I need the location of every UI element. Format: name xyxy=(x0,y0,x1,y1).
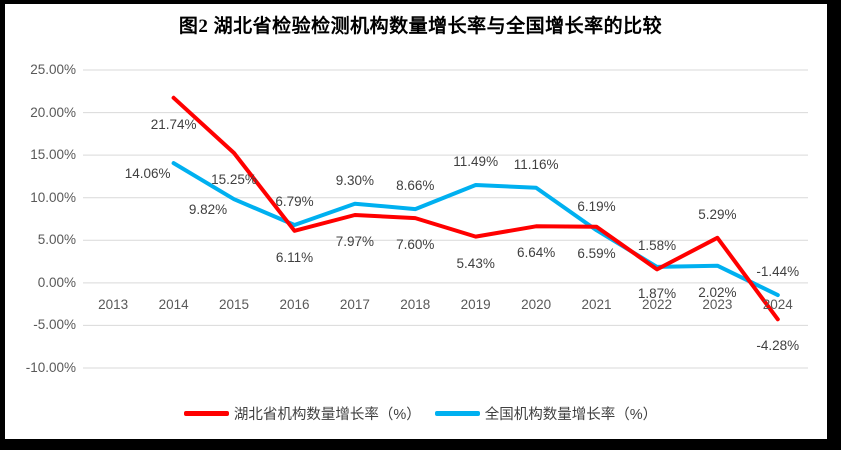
frame-border-bottom xyxy=(0,439,841,450)
data-label-national-2015: 9.82% xyxy=(188,202,228,218)
data-label-national-2017: 9.30% xyxy=(335,172,375,188)
data-label-national-2019: 11.49% xyxy=(453,154,499,169)
data-label-national-2022: 1.87% xyxy=(637,285,677,301)
x-axis-year-label: 2022 xyxy=(641,297,673,312)
x-axis-year-label: 2021 xyxy=(581,297,612,312)
y-axis-tick-label: 5.00% xyxy=(37,232,76,248)
y-axis-tick-label: 25.00% xyxy=(30,62,76,77)
x-axis-year-label: 2018 xyxy=(400,297,431,312)
data-label-hubei-2023: 5.29% xyxy=(698,206,737,222)
data-label-hubei-2020: 6.64% xyxy=(516,245,556,261)
x-axis-year-label: 2020 xyxy=(521,297,552,312)
chart-title: 图2 湖北省检验检测机构数量增长率与全国增长率的比较 xyxy=(178,16,663,37)
series-line-hubei xyxy=(171,95,780,322)
data-label-national-2014: 14.06% xyxy=(124,166,171,182)
data-label-national-2023: 2.02% xyxy=(698,284,737,300)
x-axis-year-label: 2016 xyxy=(279,297,310,312)
frame-border-right xyxy=(827,0,841,450)
data-label-hubei-2014: 21.74% xyxy=(150,116,197,132)
data-label-national-2020: 11.16% xyxy=(513,156,559,172)
frame-border-top xyxy=(0,0,841,4)
data-label-hubei-2024: -4.28% xyxy=(756,338,800,354)
frame-border-left xyxy=(0,0,5,450)
legend: 湖北省机构数量增长率（%） 全国机构数量增长率（%） xyxy=(0,403,841,424)
legend-item-national: 全国机构数量增长率（%） xyxy=(434,403,658,424)
series-line-national xyxy=(171,161,780,298)
data-label-hubei-2018: 7.60% xyxy=(396,237,435,253)
data-label-national-2024: -1.44% xyxy=(756,264,800,280)
y-axis-tick-label: 15.00% xyxy=(30,147,76,163)
data-label-hubei-2022: 1.58% xyxy=(637,238,677,254)
y-axis-tick-label: 20.00% xyxy=(30,104,76,120)
legend-label-hubei: 湖北省机构数量增长率（%） xyxy=(233,407,421,423)
legend-swatch-national xyxy=(434,411,480,416)
y-axis-tick-label: -5.00% xyxy=(33,317,76,333)
x-axis-year-label: 2013 xyxy=(98,297,129,312)
x-axis-year-label: 2015 xyxy=(218,297,250,312)
data-label-hubei-2015: 15.25% xyxy=(211,172,257,187)
data-label-hubei-2017: 7.97% xyxy=(335,234,375,249)
y-axis-tick-label: -10.00% xyxy=(25,360,76,375)
data-label-national-2021: 6.19% xyxy=(577,199,616,215)
data-label-hubei-2016: 6.11% xyxy=(275,249,314,265)
x-axis-year-label: 2017 xyxy=(339,297,370,312)
data-label-national-2016: 6.79% xyxy=(275,194,314,209)
legend-swatch-hubei xyxy=(183,411,229,416)
data-label-hubei-2019: 5.43% xyxy=(456,255,495,271)
y-axis-tick-label: 10.00% xyxy=(30,189,76,205)
y-axis-tick-label: 0.00% xyxy=(37,274,76,290)
x-axis-year-label: 2019 xyxy=(460,297,491,312)
x-axis-year-label: 2024 xyxy=(762,297,793,312)
legend-item-hubei: 湖北省机构数量增长率（%） xyxy=(183,403,421,424)
data-label-hubei-2021: 6.59% xyxy=(577,245,616,261)
legend-label-national: 全国机构数量增长率（%） xyxy=(484,407,658,423)
data-label-national-2018: 8.66% xyxy=(396,178,435,194)
x-axis-year-label: 2023 xyxy=(702,297,733,312)
x-axis-year-label: 2014 xyxy=(158,297,189,312)
